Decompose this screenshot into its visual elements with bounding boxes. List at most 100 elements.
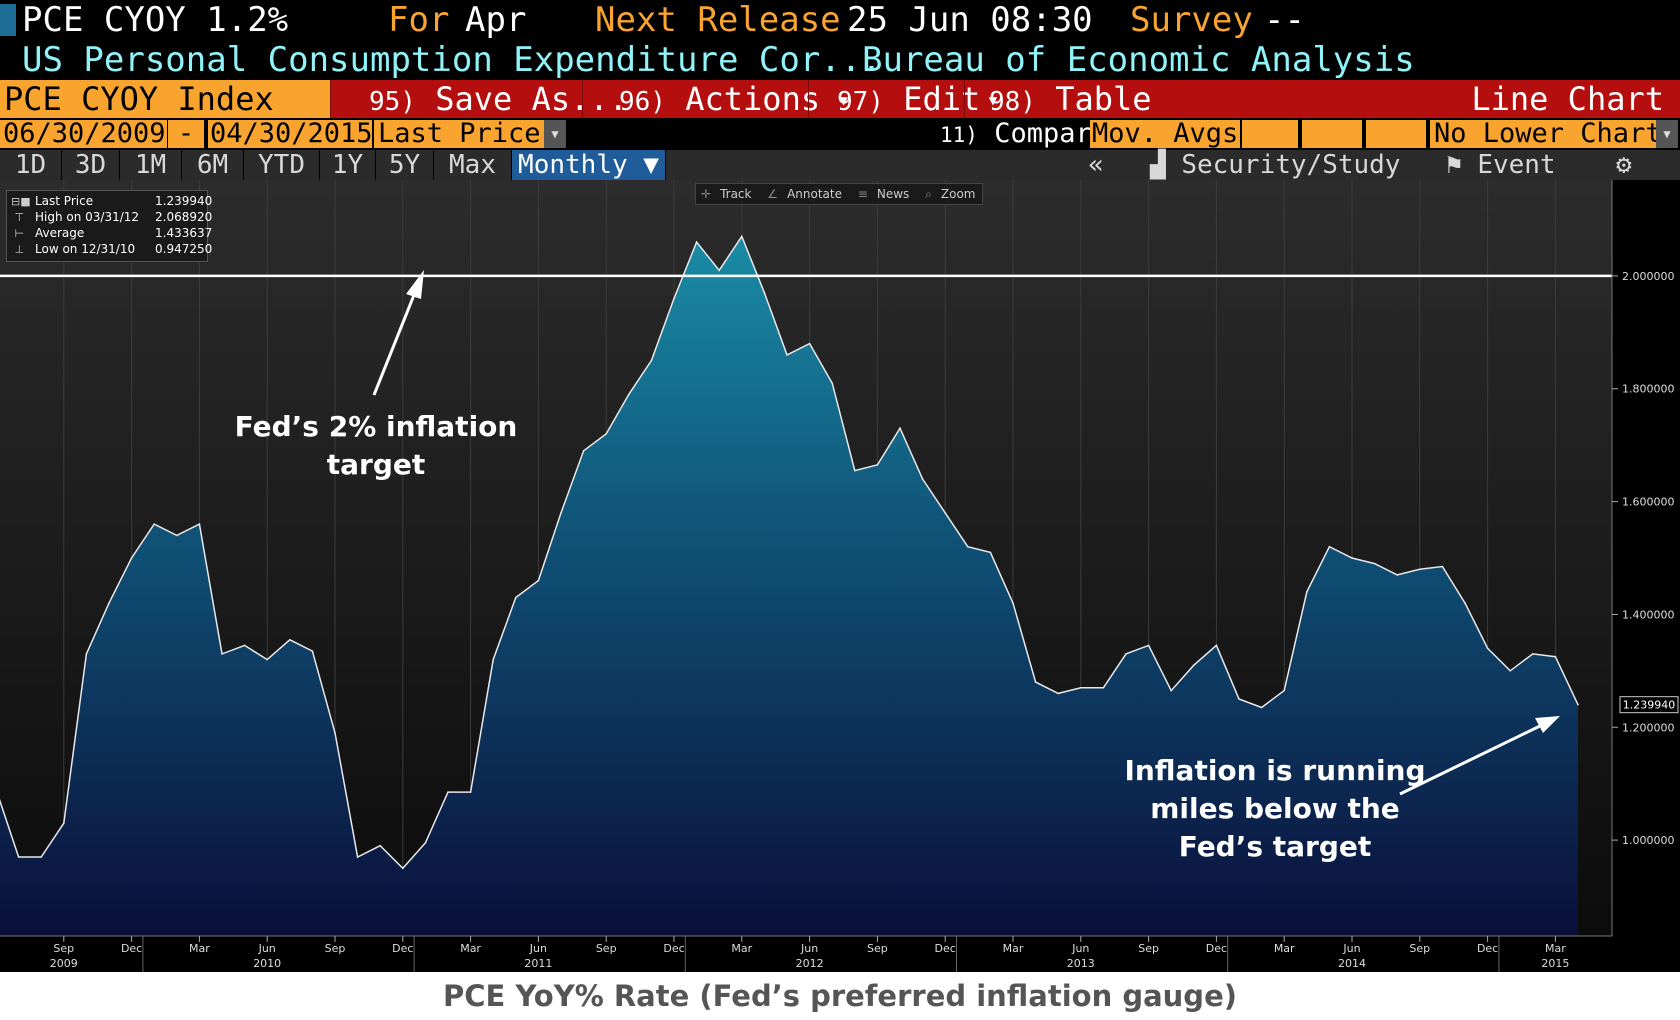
data-source: Bureau of Economic Analysis [862, 40, 1415, 80]
period-ytd[interactable]: YTD [244, 150, 320, 180]
x-year-label: 2010 [253, 957, 281, 970]
date-range-bar: 06/30/2009 - 04/30/2015 Last Price ▼ 11)… [0, 118, 1680, 150]
start-date-field[interactable]: 06/30/2009 [0, 120, 167, 148]
mov-avgs-slot-2[interactable] [1302, 120, 1362, 148]
security-study-button[interactable]: ▟ Security/Study [1150, 150, 1400, 180]
last-value-text: 1.239940 [1623, 699, 1676, 712]
frequency-select[interactable]: Monthly ▼ [512, 150, 666, 180]
period-6m[interactable]: 6M [182, 150, 244, 180]
price-field-dropdown-icon[interactable]: ▼ [544, 120, 566, 148]
x-tick-label: Dec [935, 942, 956, 955]
y-tick-label: 1.200000 [1622, 721, 1675, 734]
x-tick-label: Sep [1138, 942, 1159, 955]
for-label: For [388, 0, 450, 40]
target-annotation-line-2: target [326, 448, 426, 481]
x-tick-label: Mar [1003, 942, 1024, 955]
period-1d[interactable]: 1D [0, 150, 62, 180]
legend-square-icon: ⊟■ [11, 195, 31, 208]
table-number: 98) [989, 87, 1036, 117]
security-header: PCE CYOY 1.2% For Apr Next Release 25 Ju… [0, 0, 1680, 40]
table-label: Table [1055, 80, 1152, 118]
x-tick-label: Dec [392, 942, 413, 955]
chart-svg[interactable]: 1.000000 1.200000 1.400000 1.600000 1.800000… [0, 180, 1680, 972]
target-arrowhead [406, 270, 424, 299]
zoom-icon: ⌕ [925, 187, 932, 201]
zoom-button[interactable]: Zoom [940, 187, 976, 201]
legend-high-value: 2.068920 [155, 210, 213, 224]
x-tick-label: Jun [529, 942, 547, 955]
x-year-label: 2012 [796, 957, 824, 970]
frequency-label: Monthly [518, 150, 628, 180]
survey-value: -- [1264, 0, 1305, 40]
price-field-select[interactable]: Last Price [374, 120, 544, 148]
x-tick-label: Jun [1071, 942, 1089, 955]
running-annotation: Inflation is running miles below the Fed… [1116, 752, 1434, 866]
event-button[interactable]: ⚑ Event [1446, 150, 1556, 180]
edit-button[interactable]: 97) Edit ▼ [808, 80, 997, 118]
period-1m[interactable]: 1M [120, 150, 182, 180]
mov-avgs-field[interactable]: Mov. Avgs [1090, 120, 1240, 148]
last-value-box [1619, 696, 1679, 714]
legend-last-price-label: Last Price [35, 194, 94, 208]
mov-avgs-slot-1[interactable] [1242, 120, 1298, 148]
annotate-button[interactable]: Annotate [787, 187, 842, 201]
next-release-label: Next Release [595, 0, 841, 40]
period-3d[interactable]: 3D [62, 150, 120, 180]
for-value: Apr [465, 0, 527, 40]
x-tick-label: Dec [663, 942, 684, 955]
last-value-label: 1.239940 [1619, 696, 1679, 714]
chart-tools-bar: ✛ Track ∠ Annotate ≡ News ⌕ Zoom [695, 183, 984, 205]
period-1y[interactable]: 1Y [320, 150, 376, 180]
description-line: US Personal Consumption Expenditure Cor.… [0, 40, 1680, 80]
edit-caret-icon: ▼ [980, 93, 998, 109]
mov-avgs-slot-3[interactable] [1366, 120, 1426, 148]
x-tick-label: Mar [189, 942, 210, 955]
legend-low-icon: ⊥ [11, 243, 25, 256]
x-tick-label: Dec [1477, 942, 1498, 955]
legend-low: ⊥ Low on 12/31/10 0.947250 [11, 241, 212, 257]
x-tick-label: Jun [800, 942, 818, 955]
gear-icon[interactable]: ⚙ [1616, 150, 1632, 180]
collapse-icon[interactable]: « [1088, 150, 1104, 180]
table-button[interactable]: 98) Table [964, 80, 1152, 118]
x-year-label: 2013 [1067, 957, 1095, 970]
actions-button[interactable]: 96) Actions ▼ [582, 80, 848, 118]
news-button[interactable]: News [876, 187, 910, 201]
series-line [0, 234, 1579, 870]
next-release-value: 25 Jun 08:30 [847, 0, 1093, 40]
save-as-button[interactable]: 95) Save As... [330, 80, 628, 118]
running-annotation-line-1: Inflation is running [1124, 754, 1426, 787]
survey-label: Survey [1130, 0, 1253, 40]
end-date-field[interactable]: 04/30/2015 [208, 120, 372, 148]
x-year-label: 2011 [524, 957, 552, 970]
legend-average: ⊢ Average 1.433637 [11, 225, 212, 241]
x-tick-label: Sep [867, 942, 888, 955]
x-tick-label: Jun [258, 942, 276, 955]
compare-label[interactable]: 11) Compare [940, 118, 1108, 151]
ticker: PCE CYOY [22, 0, 186, 40]
line-chart[interactable]: 1.000000 1.200000 1.400000 1.600000 1.800000… [0, 180, 1680, 972]
x-tick-label: Sep [325, 942, 346, 955]
y-tick-label: 1.600000 [1622, 496, 1675, 509]
edit-number: 97) [837, 87, 884, 117]
news-icon: ≡ [857, 187, 868, 201]
event-label: Event [1477, 150, 1556, 180]
x-tick-label: Jun [1342, 942, 1360, 955]
security-field[interactable]: PCE CYOY Index [0, 80, 330, 118]
chart-legend[interactable]: ⊟■ Last Price 1.239940 ⊤ High on 03/31/12 2.… [6, 190, 212, 262]
actions-number: 96) [619, 87, 666, 117]
lower-chart-select[interactable]: No Lower Chart [1430, 120, 1658, 148]
legend-low-label: Low on 12/31/10 [35, 242, 136, 256]
lower-chart-dropdown-icon[interactable]: ▼ [1656, 120, 1678, 148]
y-axis-panel [1612, 180, 1680, 972]
period-max[interactable]: Max [434, 150, 512, 180]
chart-type-title[interactable]: Line Chart [1471, 80, 1664, 118]
current-value: 1.2% [206, 0, 289, 40]
legend-low-value: 0.947250 [155, 242, 213, 256]
track-button[interactable]: Track [720, 187, 752, 201]
x-axis-panel [0, 936, 1612, 972]
period-5y[interactable]: 5Y [376, 150, 434, 180]
x-tick-label: Dec [121, 942, 142, 955]
security-study-label: Security/Study [1181, 150, 1401, 180]
flag-icon: ⚑ [1446, 150, 1462, 180]
